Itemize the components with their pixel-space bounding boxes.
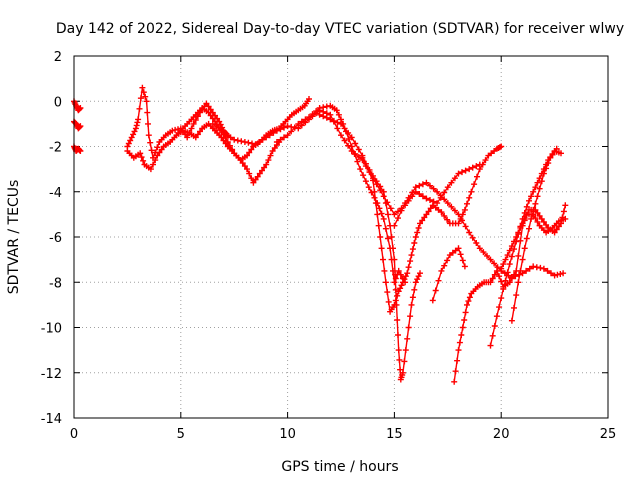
series-markers	[124, 84, 231, 161]
y-tick-label: -14	[41, 412, 62, 427]
y-tick-label: -12	[41, 367, 62, 382]
y-tick-label: -4	[49, 186, 62, 201]
series-sat-g	[209, 107, 483, 218]
series-markers	[429, 245, 468, 304]
series-markers	[209, 107, 483, 218]
y-tick-label: -8	[49, 276, 62, 291]
series-markers	[391, 179, 567, 281]
y-tick-label: -2	[49, 141, 62, 156]
y-tick-label: 0	[54, 95, 62, 110]
series-markers	[498, 211, 569, 272]
series-sat-d	[124, 84, 231, 161]
x-tick-label: 10	[279, 427, 296, 442]
series-markers	[71, 143, 84, 154]
series-sat-o	[508, 145, 560, 324]
series-trace	[126, 122, 280, 185]
x-tick-label: 15	[386, 427, 403, 442]
x-tick-label: 5	[177, 427, 185, 442]
series-sat-m	[451, 202, 569, 385]
series-markers	[71, 118, 84, 132]
series-sat-j	[359, 154, 423, 383]
data-series	[71, 84, 569, 385]
x-tick-label: 0	[70, 427, 78, 442]
y-tick-label: -10	[41, 322, 62, 337]
chart-title: Day 142 of 2022, Sidereal Day-to-day VTE…	[56, 21, 624, 37]
x-tick-label: 25	[600, 427, 617, 442]
series-sat-k	[391, 179, 567, 281]
y-tick-labels: -14 -12 -10 -8 -6 -4 -2 0 2	[41, 50, 62, 427]
grid	[74, 56, 608, 418]
series-sat-p	[498, 211, 569, 272]
series-sat-h	[273, 102, 409, 286]
series-trace	[175, 98, 310, 162]
y-tick-label: 2	[54, 50, 62, 65]
x-tick-labels: 0 5 10 15 20 25	[70, 427, 616, 442]
series-sat-b	[71, 118, 84, 132]
series-trace	[126, 87, 229, 161]
series-trace	[212, 109, 481, 216]
y-axis-label: SDTVAR / TECUs	[6, 180, 22, 295]
series-markers	[508, 145, 560, 324]
series-trace	[511, 148, 558, 321]
series-sat-c	[71, 143, 84, 154]
series-sat-l	[429, 245, 468, 304]
y-tick-label: -6	[49, 231, 62, 246]
series-markers	[359, 154, 423, 383]
series-sat-a	[71, 98, 84, 114]
x-tick-label: 20	[493, 427, 510, 442]
x-axis-label: GPS time / hours	[281, 459, 398, 475]
plot-frame	[73, 55, 609, 419]
series-markers	[71, 98, 84, 114]
series-markers	[316, 111, 505, 315]
series-markers	[273, 102, 409, 286]
